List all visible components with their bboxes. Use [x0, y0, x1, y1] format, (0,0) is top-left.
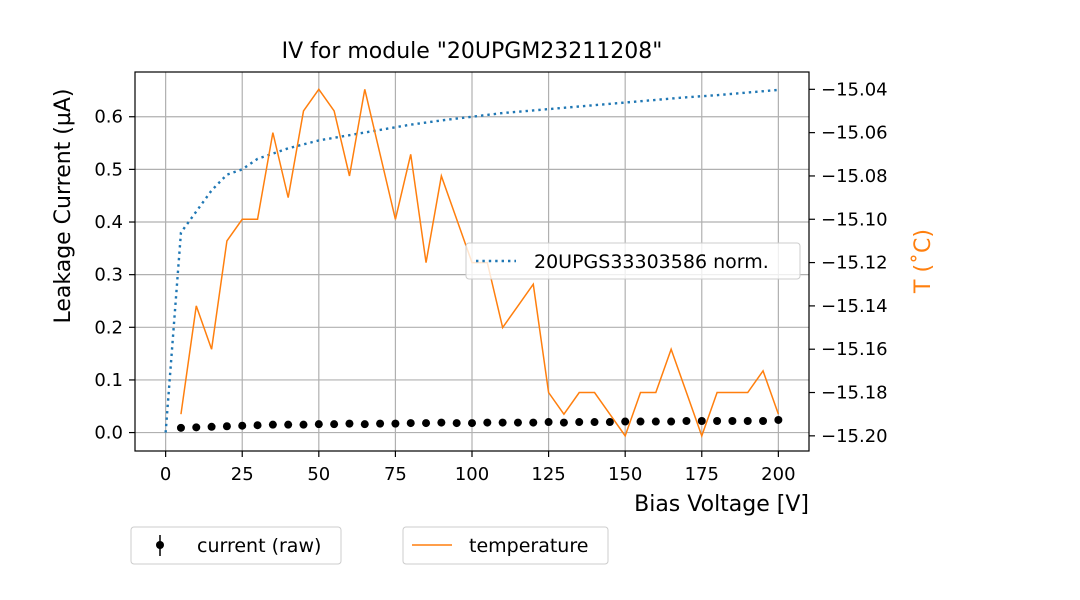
chart-title: IV for module "20UPGM23211208" — [282, 39, 663, 64]
y-tick-label: 0.4 — [94, 212, 123, 233]
current-series — [176, 415, 783, 432]
y-axis-label: Leakage Current (µA) — [51, 88, 76, 323]
y2-tick-label: −15.14 — [821, 296, 888, 317]
current-point — [605, 418, 614, 427]
legend-inner-box — [465, 242, 801, 280]
legend-temperature-label: temperature — [469, 535, 588, 557]
current-point — [452, 419, 461, 428]
current-point — [483, 418, 492, 427]
current-point — [222, 422, 231, 431]
y2-tick-label: −15.16 — [821, 339, 888, 360]
current-point — [651, 417, 660, 426]
current-point — [575, 418, 584, 427]
current-point — [728, 416, 737, 425]
x-axis: 0 25 50 75 100 125 150 175 200 — [160, 451, 796, 485]
current-point — [391, 419, 400, 428]
current-point — [406, 419, 415, 428]
current-point — [253, 421, 262, 430]
y-axis-right: −15.20 −15.18 −15.16 −15.14 −15.12 −15.10 −15.… — [809, 79, 888, 447]
x-tick-label: 0 — [160, 464, 171, 485]
y-tick-label: 0.3 — [94, 265, 123, 286]
legend-current: current (raw) — [130, 526, 342, 565]
current-point — [743, 416, 752, 425]
reference-line — [164, 88, 779, 433]
y-axis-left: 0.0 0.1 0.2 0.3 0.4 0.5 0.6 — [94, 107, 135, 444]
x-tick-label: 100 — [455, 464, 489, 485]
y-tick-label: 0.1 — [94, 370, 123, 391]
y-tick-label: 0.2 — [94, 317, 123, 338]
legend-reference-label: 20UPGS33303586 norm. — [534, 251, 769, 273]
x-tick-label: 175 — [685, 464, 719, 485]
y2-tick-label: −15.08 — [821, 166, 888, 187]
current-point — [513, 418, 522, 427]
current-point — [667, 417, 676, 426]
x-tick-label: 25 — [231, 464, 254, 485]
y2-tick-label: −15.06 — [821, 123, 888, 144]
current-point — [376, 419, 385, 428]
current-point — [422, 419, 431, 428]
y-tick-label: 0.0 — [94, 423, 123, 444]
y-tick-label: 0.6 — [94, 107, 123, 128]
current-point — [559, 418, 568, 427]
x-tick-label: 200 — [761, 464, 795, 485]
y2-tick-label: −15.10 — [821, 209, 888, 230]
legend-current-label: current (raw) — [197, 535, 321, 557]
y2-tick-label: −15.12 — [821, 253, 888, 274]
current-point — [774, 415, 783, 424]
current-point — [176, 423, 185, 432]
legend-temperature-box — [402, 526, 609, 565]
y-tick-label: 0.5 — [94, 159, 123, 180]
current-point — [284, 420, 293, 429]
current-point — [192, 423, 201, 432]
legend-current-marker — [156, 541, 164, 549]
current-point — [238, 421, 247, 430]
current-point — [697, 416, 706, 425]
x-tick-label: 50 — [307, 464, 330, 485]
y2-tick-label: −15.20 — [821, 426, 888, 447]
y2-axis-label: T (˚C) — [911, 229, 936, 294]
current-point — [713, 416, 722, 425]
current-point — [590, 418, 599, 427]
current-point — [345, 419, 354, 428]
legend-temperature: temperature — [402, 526, 609, 565]
current-point — [299, 420, 308, 429]
current-point — [498, 418, 507, 427]
current-point — [360, 420, 369, 429]
x-tick-label: 75 — [384, 464, 407, 485]
current-point — [621, 417, 630, 426]
current-point — [314, 420, 323, 429]
current-point — [636, 417, 645, 426]
current-point — [682, 416, 691, 425]
legend-inner: 20UPGS33303586 norm. — [465, 242, 801, 280]
x-axis-label: Bias Voltage [V] — [634, 492, 809, 517]
current-point — [529, 418, 538, 427]
current-point — [759, 416, 768, 425]
y2-tick-label: −15.04 — [821, 79, 888, 100]
current-point — [468, 419, 476, 428]
current-point — [268, 420, 277, 429]
reference-series — [164, 88, 779, 433]
current-point — [437, 418, 446, 427]
x-tick-label: 125 — [531, 464, 565, 485]
legend-current-box — [130, 526, 342, 565]
x-tick-label: 150 — [608, 464, 642, 485]
current-point — [330, 420, 339, 429]
current-point — [544, 418, 553, 427]
y2-tick-label: −15.18 — [821, 383, 888, 404]
current-point — [207, 422, 216, 431]
